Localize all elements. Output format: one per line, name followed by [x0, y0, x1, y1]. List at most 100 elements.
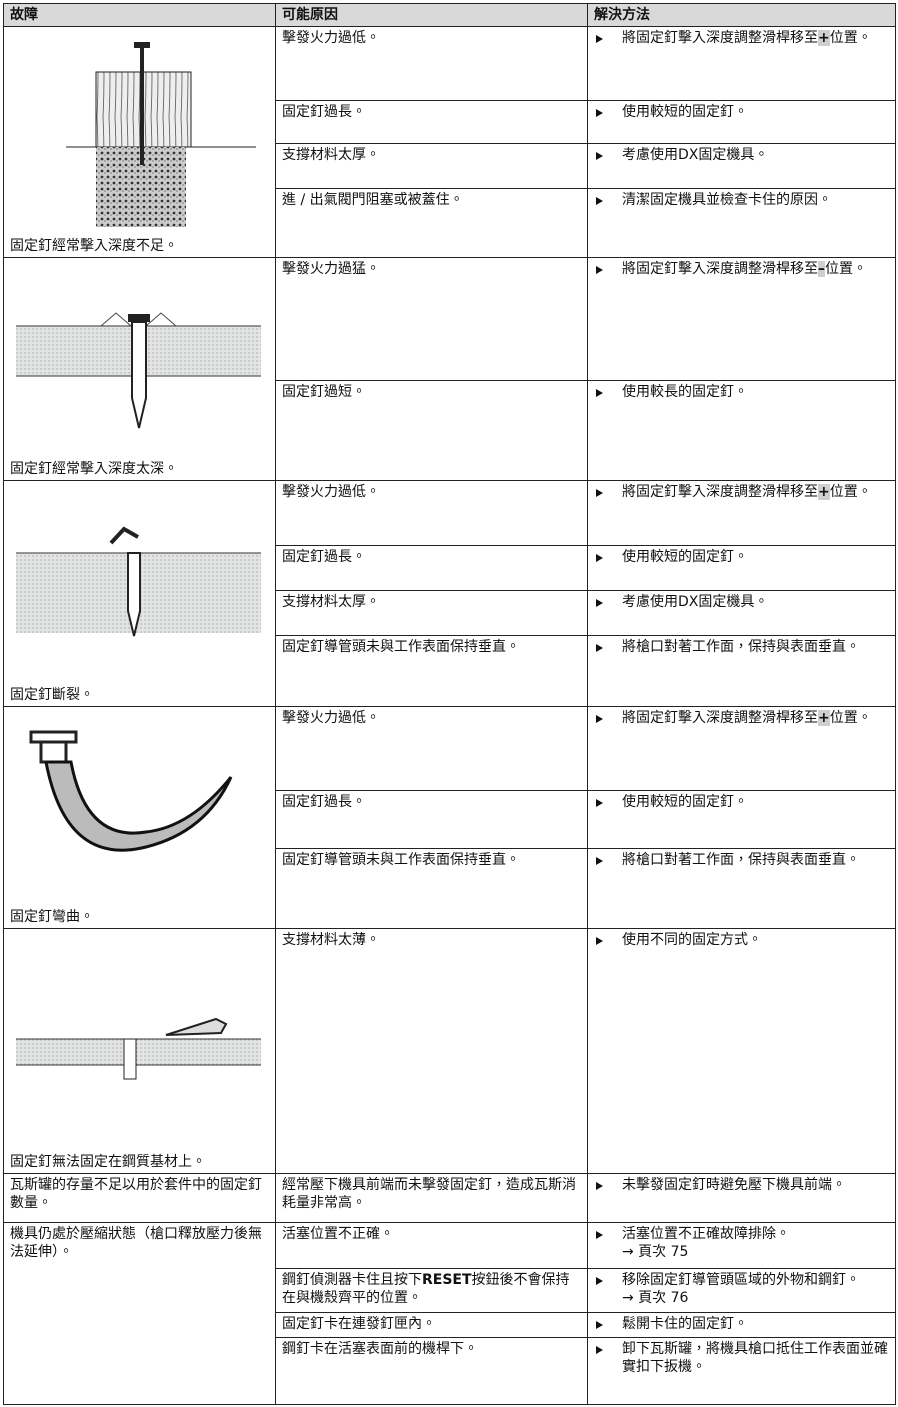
bullet — [596, 799, 603, 807]
solution-cell: 使用較短的固定釘。 — [587, 100, 896, 144]
text: 活塞位置不正確故障排除。 — [622, 1226, 790, 1242]
fault-cell: 固定釘斷裂。 — [3, 480, 276, 707]
row: 固定釘經常擊入深度太深。 擊發火力過猛。 將固定釘擊入深度調整滑桿移至–位置。 — [3, 257, 896, 481]
text: 未擊發固定釘時避免壓下機具前端。 — [622, 1177, 846, 1193]
emphasis: – — [818, 261, 825, 277]
bullet — [596, 644, 603, 652]
solution-cell: 將固定釘擊入深度調整滑桿移至+位置。 — [587, 706, 896, 791]
text: 使用不同的固定方式。 — [622, 932, 762, 948]
solution-cell: 考慮使用DX固定機具。 — [587, 590, 896, 636]
row: 固定釘無法固定在鋼質基材上。 支撐材料太薄。 使用不同的固定方式。 — [3, 928, 896, 1174]
solution-cell: 將固定釘擊入深度調整滑桿移至+位置。 — [587, 26, 896, 101]
cause-cell: 擊發火力過低。 — [275, 26, 588, 101]
solution-cell: 將槍口對著工作面，保持與表面垂直。 — [587, 848, 896, 929]
cause-cell: 擊發火力過猛。 — [275, 257, 588, 381]
bullet — [596, 1231, 603, 1239]
text: 使用較長的固定釘。 — [622, 384, 748, 400]
bullet — [596, 197, 603, 205]
emphasis: + — [818, 484, 830, 500]
text: 將槍口對著工作面，保持與表面垂直。 — [622, 852, 860, 868]
row: 鋼釘偵測器卡住且按下RESET按鈕後不會保持在與機殼齊平的位置。 移除固定釘導管頭… — [4, 1268, 896, 1313]
fault-cell: 瓦斯罐的存量不足以用於套件中的固定釘數量。 — [3, 1173, 276, 1223]
text: 鋼釘偵測器卡住且按下 — [282, 1272, 422, 1288]
text: 支撐材料太厚。 — [282, 147, 380, 163]
text: 固定釘導管頭未與工作表面保持垂直。 — [282, 639, 520, 655]
text: 考慮使用DX固定機具。 — [622, 147, 769, 163]
text: 擊發火力過低。 — [282, 710, 380, 726]
text: 鋼釘卡在活塞表面前的機桿下。 — [282, 1341, 478, 1357]
bullet — [596, 857, 603, 865]
header-row: 故障 可能原因 解決方法 — [3, 3, 896, 27]
text: 支撐材料太厚。 — [282, 594, 380, 610]
solution-cell: 使用較長的固定釘。 — [587, 380, 896, 481]
text: 使用較短的固定釘。 — [622, 794, 748, 810]
row: 固定釘過長。 使用較短的固定釘。 — [4, 790, 896, 849]
text: 清潔固定機具並檢查卡住的原因。 — [622, 192, 832, 208]
solution-cell: 清潔固定機具並檢查卡住的原因。 — [587, 188, 896, 258]
text: 固定釘過長。 — [282, 104, 366, 120]
cause-cell: 經常壓下機具前端而未擊發固定釘，造成瓦斯消耗量非常高。 — [275, 1173, 588, 1223]
bullet — [596, 1321, 603, 1329]
row: 固定釘過短。 使用較長的固定釘。 — [4, 380, 896, 481]
text: 固定釘彎曲。 — [10, 909, 94, 925]
text: 按鈕後不會保持在與機殼齊平的位置。 — [282, 1272, 570, 1306]
fault-cell: 機具仍處於壓縮狀態（槍口釋放壓力後無法延伸）。 — [3, 1222, 276, 1405]
solution-cell: 將固定釘擊入深度調整滑桿移至+位置。 — [587, 480, 896, 546]
solution-cell: 使用較短的固定釘。 — [587, 790, 896, 849]
text: 擊發火力過低。 — [282, 484, 380, 500]
bullet — [596, 1277, 603, 1285]
row: 支撐材料太厚。 考慮使用DX固定機具。 — [4, 143, 896, 189]
solution-cell: 使用較短的固定釘。 — [587, 545, 896, 591]
bullet — [596, 152, 603, 160]
solution-cell: 移除固定釘導管頭區域的外物和鋼釘。 → 頁次 76 — [587, 1268, 896, 1313]
text: 進 / 出氣閥門阻塞或被蓋住。 — [282, 192, 464, 208]
cause-cell: 固定釘過長。 — [275, 545, 588, 591]
row: 固定釘導管頭未與工作表面保持垂直。 將槍口對著工作面，保持與表面垂直。 — [4, 635, 896, 707]
row: 進 / 出氣閥門阻塞或被蓋住。 清潔固定機具並檢查卡住的原因。 — [4, 188, 896, 258]
text: 將固定釘擊入深度調整滑桿移至 — [622, 261, 818, 277]
page-reference: → 頁次 75 — [622, 1244, 689, 1260]
row: 支撐材料太厚。 考慮使用DX固定機具。 — [4, 590, 896, 636]
text: 活塞位置不正確。 — [282, 1226, 394, 1242]
solution-cell: 未擊發固定釘時避免壓下機具前端。 — [587, 1173, 896, 1223]
illustration — [16, 1017, 261, 1080]
solution-cell: 將槍口對著工作面，保持與表面垂直。 — [587, 635, 896, 707]
row: 固定釘彎曲。 擊發火力過低。 將固定釘擊入深度調整滑桿移至+位置。 — [3, 706, 896, 929]
cause-cell: 支撐材料太薄。 — [275, 928, 588, 1174]
solution-cell: 將固定釘擊入深度調整滑桿移至–位置。 — [587, 257, 896, 381]
fault-cell: 固定釘無法固定在鋼質基材上。 — [3, 928, 276, 1174]
text: 將固定釘擊入深度調整滑桿移至 — [622, 710, 818, 726]
text: 位置。 — [825, 261, 867, 277]
text: 固定釘經常擊入深度太深。 — [10, 461, 178, 477]
emphasis: + — [818, 30, 830, 46]
illustration — [16, 312, 261, 429]
illustration — [66, 42, 256, 227]
solution-cell: 使用不同的固定方式。 — [587, 928, 896, 1174]
cause-cell: 鋼釘卡在活塞表面前的機桿下。 — [275, 1337, 588, 1405]
text: 固定釘過短。 — [282, 384, 366, 400]
fault-cell: 固定釘經常擊入深度太深。 — [3, 257, 276, 481]
solution-cell: 活塞位置不正確故障排除。 → 頁次 75 — [587, 1222, 896, 1269]
row: 瓦斯罐的存量不足以用於套件中的固定釘數量。 經常壓下機具前端而未擊發固定釘，造成瓦… — [3, 1173, 896, 1223]
header-cell: 故障 — [3, 3, 276, 27]
text: 位置。 — [829, 30, 872, 46]
emphasis: + — [818, 710, 830, 726]
text: 將固定釘擊入深度調整滑桿移至 — [622, 30, 818, 46]
bullet — [596, 35, 603, 43]
cause-cell: 鋼釘偵測器卡住且按下RESET按鈕後不會保持在與機殼齊平的位置。 — [275, 1268, 588, 1313]
cause-cell: 固定釘卡在連發釘匣內。 — [275, 1312, 588, 1338]
text: 位置。 — [829, 710, 872, 726]
cause-cell: 支撐材料太厚。 — [275, 590, 588, 636]
bullet — [596, 715, 603, 723]
illustration — [29, 730, 233, 852]
text: 擊發火力過猛。 — [282, 261, 380, 277]
bullet — [596, 599, 603, 607]
text: 位置。 — [829, 484, 872, 500]
text: 瓦斯罐的存量不足以用於套件中的固定釘數量。 — [10, 1177, 262, 1211]
text: 使用較短的固定釘。 — [622, 549, 748, 565]
text: 固定釘導管頭未與工作表面保持垂直。 — [282, 852, 520, 868]
bullet — [596, 266, 603, 274]
cause-cell: 進 / 出氣閥門阻塞或被蓋住。 — [275, 188, 588, 258]
row: 固定釘經常擊入深度不足。 擊發火力過低。 將固定釘擊入深度調整滑桿移至+位置。 — [3, 26, 896, 258]
